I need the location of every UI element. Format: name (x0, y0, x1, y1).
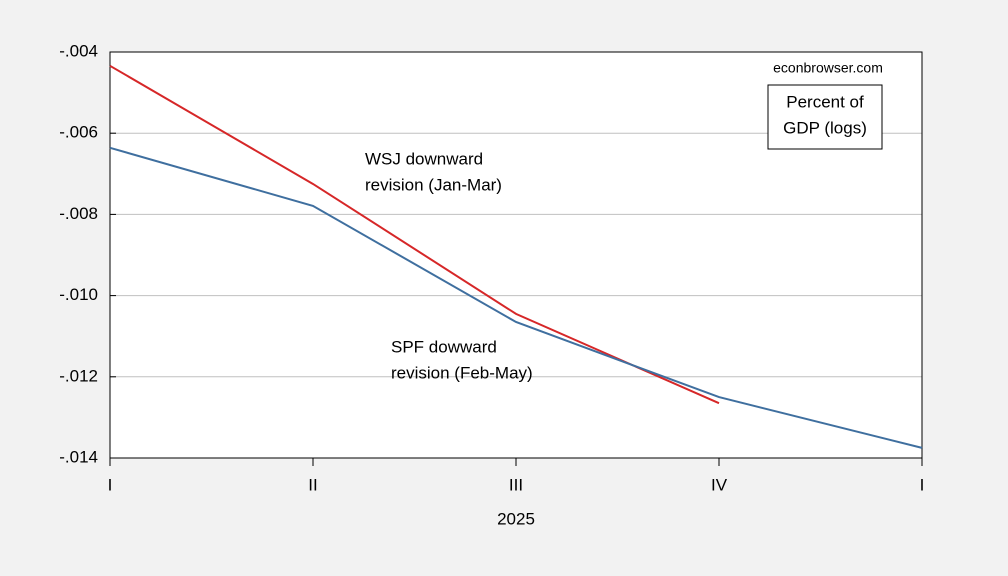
annotation: GDP (logs) (783, 118, 867, 137)
annotation: revision (Feb-May) (391, 363, 533, 382)
x-tick-label: II (308, 475, 317, 494)
annotation: revision (Jan-Mar) (365, 175, 502, 194)
series-line (109, 146, 923, 449)
annotation-box (767, 84, 883, 150)
y-tick-label: -.004 (59, 41, 98, 60)
y-tick-label: -.014 (59, 447, 98, 466)
annotation: SPF dowward (391, 337, 497, 356)
annotation: Percent of (786, 92, 864, 111)
x-axis-label: 2025 (497, 509, 535, 528)
y-tick-label: -.006 (59, 123, 98, 142)
x-tick-label: III (509, 475, 523, 494)
x-tick-label: IV (711, 475, 728, 494)
x-tick-label: I (108, 475, 113, 494)
y-tick-label: -.012 (59, 366, 98, 385)
x-tick-label: I (920, 475, 925, 494)
y-tick-label: -.008 (59, 204, 98, 223)
annotation: econbrowser.com (773, 60, 883, 76)
annotation: WSJ downward (365, 149, 483, 168)
y-tick-label: -.010 (59, 285, 98, 304)
